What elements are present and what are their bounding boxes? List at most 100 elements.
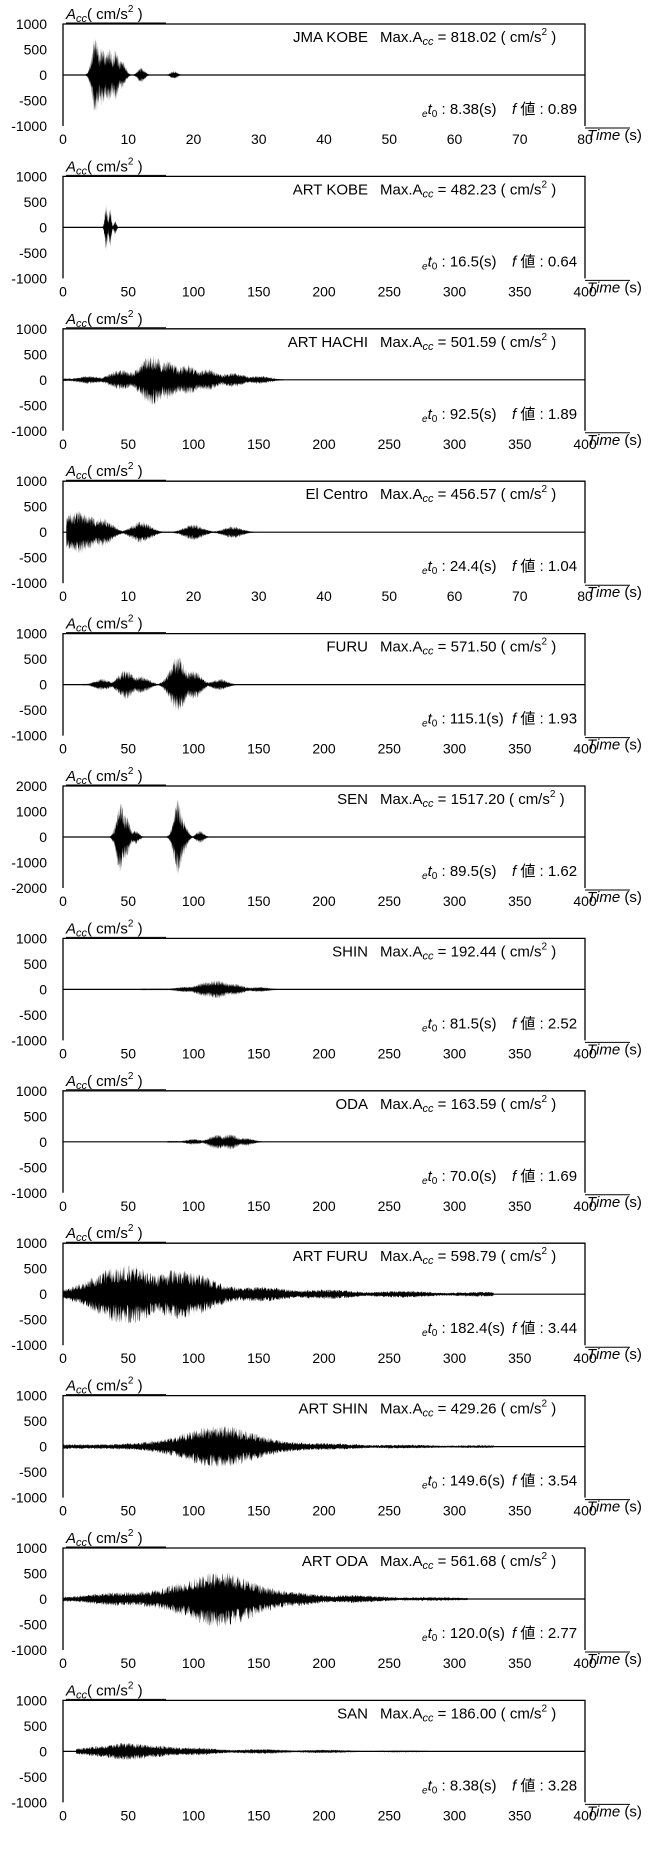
x-tick-label: 100 xyxy=(182,1503,206,1519)
f-value-annotation: f 値 : 0.89 xyxy=(512,101,577,118)
f-kanji: 値 xyxy=(516,558,535,575)
x-tick-label: 350 xyxy=(508,1198,532,1214)
f-colon: : xyxy=(535,1777,548,1794)
max-prefix: Max.A xyxy=(380,1401,423,1418)
y-tick-label: 500 xyxy=(24,1108,48,1124)
t0-t: t xyxy=(428,1015,433,1032)
max-acc-annotation: Max.Acc = 571.50 ( cm/s2 ) xyxy=(380,637,556,658)
y-axis-label: Acc( cm/s2 ) xyxy=(65,461,143,482)
y-tick-label: 0 xyxy=(39,219,47,235)
x-label-time: Time xyxy=(587,1194,620,1211)
panel-art-kobe: 1000 500 0 -500 -1000 0 50 100 150 200 250 300 350 40… xyxy=(11,156,642,299)
t0-e: e xyxy=(422,414,428,425)
y-label-a: A xyxy=(65,1225,76,1242)
x-tick-label: 400 xyxy=(573,1045,597,1061)
x-label-unit: (s) xyxy=(620,1346,642,1363)
max-acc-annotation: Max.Acc = 456.57 ( cm/s2 ) xyxy=(380,484,556,505)
max-acc-value: 456.57 xyxy=(451,486,497,503)
max-unit-close: ) xyxy=(547,1705,556,1722)
y-label-unit: ( cm/s xyxy=(87,311,128,328)
y-tick-label: -500 xyxy=(19,1464,47,1480)
y-label-close: ) xyxy=(133,1378,142,1395)
y-tick-label: 500 xyxy=(24,1718,48,1734)
y-label-exponent: 2 xyxy=(128,4,134,15)
y-label-close: ) xyxy=(133,920,142,937)
t0-unit: (s) xyxy=(479,101,497,118)
max-unit-exponent: 2 xyxy=(542,637,548,648)
y-label-close: ) xyxy=(133,158,142,175)
t0-colon: : xyxy=(437,711,450,728)
f-label: f xyxy=(512,1625,518,1642)
max-unit: ( cm/s xyxy=(505,791,550,808)
f-value: 1.04 xyxy=(548,558,577,575)
f-kanji: 値 xyxy=(516,253,535,270)
x-label-time: Time xyxy=(587,432,620,449)
f-kanji: 値 xyxy=(516,1320,535,1337)
t0-sub: 0 xyxy=(432,1328,438,1339)
x-tick-label: 250 xyxy=(378,283,402,299)
y-label-unit: ( cm/s xyxy=(87,1530,128,1547)
y-label-cc: cc xyxy=(76,623,88,635)
max-acc-annotation: Max.Acc = 501.59 ( cm/s2 ) xyxy=(380,332,556,353)
y-tick-label: -1000 xyxy=(11,423,47,439)
t0-sub: 0 xyxy=(432,1176,438,1187)
x-tick-label: 200 xyxy=(312,1045,336,1061)
y-tick-label: 500 xyxy=(24,346,48,362)
y-tick-label: 0 xyxy=(39,1591,47,1607)
x-tick-label: 300 xyxy=(443,1503,467,1519)
max-cc: cc xyxy=(423,36,435,48)
max-unit-close: ) xyxy=(547,1248,556,1265)
y-axis-label: Acc( cm/s2 ) xyxy=(65,1680,143,1701)
f-kanji: 値 xyxy=(516,711,535,728)
x-tick-label: 50 xyxy=(120,1198,136,1214)
max-acc-value: 429.26 xyxy=(451,1401,497,1418)
y-label-unit: ( cm/s xyxy=(87,158,128,175)
plot-frame xyxy=(62,23,586,126)
f-value-annotation: f 値 : 1.04 xyxy=(512,558,577,575)
f-value: 3.54 xyxy=(548,1473,577,1490)
t0-colon: : xyxy=(437,1168,450,1185)
f-value: 2.52 xyxy=(548,1015,577,1032)
y-tick-label: 0 xyxy=(39,1286,47,1302)
max-unit-exponent: 2 xyxy=(542,27,548,38)
y-label-close: ) xyxy=(133,1682,142,1699)
max-prefix: Max.A xyxy=(380,1096,423,1113)
y-axis-label: Acc( cm/s2 ) xyxy=(65,1376,143,1397)
t0-value: 16.5 xyxy=(450,253,479,270)
max-unit: ( cm/s xyxy=(497,639,542,656)
x-tick-label: 0 xyxy=(59,436,67,452)
x-tick-label: 150 xyxy=(247,1503,271,1519)
y-tick-label: 500 xyxy=(24,1261,48,1277)
y-tick-label: 500 xyxy=(24,499,48,515)
t0-unit: (s) xyxy=(479,1015,497,1032)
station-name: SHIN xyxy=(332,943,368,960)
y-axis-label: Acc( cm/s2 ) xyxy=(65,309,143,330)
x-tick-label: 30 xyxy=(251,131,267,147)
y-label-a: A xyxy=(65,1378,76,1395)
max-unit-close: ) xyxy=(547,1096,556,1113)
y-label-cc: cc xyxy=(76,1385,88,1397)
x-axis-label: Time (s) xyxy=(587,1194,642,1211)
y-tick-label: -1000 xyxy=(11,1337,47,1353)
t0-colon: : xyxy=(437,558,450,575)
x-tick-label: 60 xyxy=(447,588,463,604)
t0-value: 8.38 xyxy=(450,1777,479,1794)
y-axis-label: Acc( cm/s2 ) xyxy=(65,614,143,635)
max-acc-value: 1517.20 xyxy=(451,791,505,808)
x-label-unit: (s) xyxy=(620,737,642,754)
f-colon: : xyxy=(535,406,548,423)
station-name: ART SHIN xyxy=(299,1401,368,1418)
f-value: 1.93 xyxy=(548,711,577,728)
f-value: 3.28 xyxy=(548,1777,577,1794)
x-tick-label: 350 xyxy=(508,1503,532,1519)
x-tick-label: 100 xyxy=(182,1198,206,1214)
t0-value: 89.5 xyxy=(450,863,479,880)
y-tick-label: 0 xyxy=(39,524,47,540)
t0-unit: (s) xyxy=(479,558,497,575)
x-tick-label: 300 xyxy=(443,741,467,757)
x-tick-label: 150 xyxy=(247,1350,271,1366)
f-colon: : xyxy=(535,1015,548,1032)
y-label-a: A xyxy=(65,311,76,328)
y-tick-label: -2000 xyxy=(11,880,47,896)
